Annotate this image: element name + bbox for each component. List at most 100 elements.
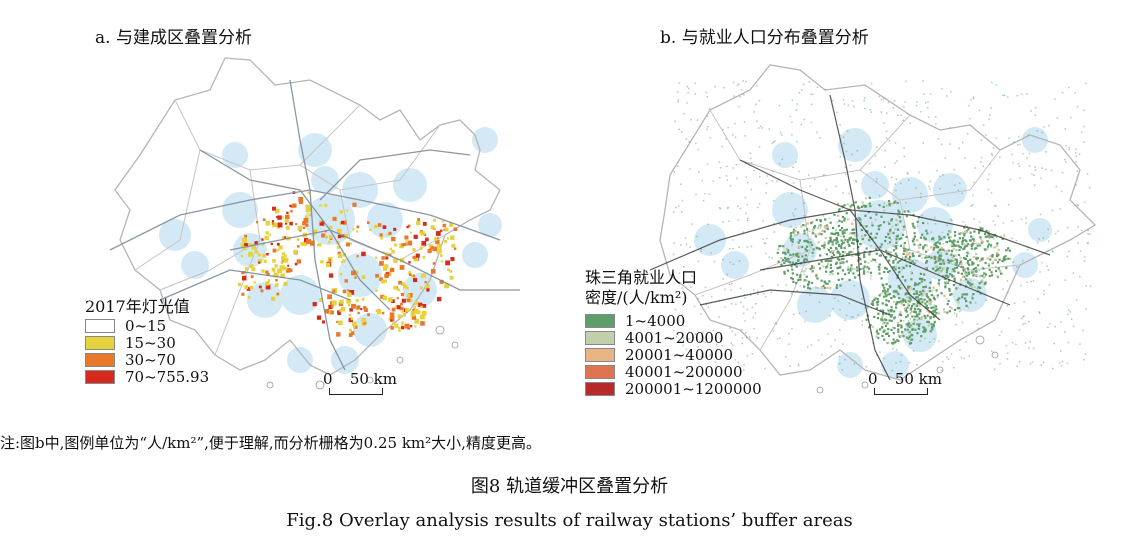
density-pixel	[746, 203, 748, 206]
light-pixel	[435, 231, 441, 236]
density-pixel	[870, 259, 873, 263]
density-pixel	[885, 332, 888, 335]
density-pixel	[846, 239, 849, 242]
density-pixel	[867, 307, 869, 309]
density-pixel	[906, 257, 909, 260]
light-pixel	[380, 236, 383, 240]
density-pixel	[966, 262, 969, 265]
buffer-zone	[280, 275, 320, 315]
density-pixel	[933, 310, 936, 314]
density-pixel	[864, 214, 867, 217]
density-pixel	[787, 251, 790, 254]
light-pixel	[389, 267, 395, 273]
buffer-zone	[462, 242, 488, 268]
density-pixel	[945, 240, 948, 244]
density-pixel	[977, 231, 981, 234]
density-pixel	[896, 339, 899, 342]
density-pixel	[868, 326, 871, 329]
density-pixel	[924, 328, 927, 331]
density-pixel	[768, 256, 770, 258]
density-pixel	[914, 282, 917, 285]
density-pixel	[783, 272, 786, 275]
light-pixel	[249, 285, 254, 290]
density-pixel	[896, 274, 899, 277]
density-pixel	[818, 301, 821, 303]
density-pixel	[912, 213, 915, 217]
density-pixel	[732, 247, 734, 250]
light-pixel	[290, 204, 294, 208]
density-pixel	[697, 298, 699, 300]
light-pixel	[361, 317, 366, 323]
light-pixel	[451, 243, 456, 248]
density-pixel	[890, 309, 893, 312]
density-pixel	[785, 258, 788, 261]
density-pixel	[840, 235, 842, 237]
light-pixel	[356, 225, 360, 229]
density-pixel	[926, 306, 930, 310]
density-pixel	[875, 248, 878, 251]
legend-label: 20001~40000	[625, 345, 734, 364]
density-pixel	[911, 254, 915, 257]
density-pixel	[771, 142, 774, 145]
density-pixel	[933, 309, 936, 312]
density-pixel	[893, 341, 896, 344]
density-pixel	[899, 287, 902, 290]
density-pixel	[933, 246, 936, 249]
density-pixel	[744, 297, 746, 299]
density-pixel	[965, 271, 968, 274]
density-pixel	[882, 289, 885, 293]
density-pixel	[1012, 261, 1014, 263]
density-pixel	[879, 246, 882, 249]
density-pixel	[979, 227, 982, 230]
density-pixel	[896, 276, 899, 279]
density-pixel	[929, 317, 932, 320]
density-pixel	[795, 233, 799, 237]
density-pixel	[953, 231, 957, 234]
density-pixel	[918, 246, 921, 249]
light-pixel	[342, 259, 346, 263]
buffer-zone	[233, 233, 267, 267]
density-pixel	[834, 339, 837, 341]
density-pixel	[861, 320, 864, 322]
light-pixel	[320, 260, 324, 264]
light-pixel	[391, 250, 395, 254]
density-pixel	[842, 343, 844, 345]
density-pixel	[938, 235, 941, 238]
light-pixel	[242, 246, 247, 250]
density-pixel	[808, 81, 811, 83]
density-pixel	[743, 293, 746, 296]
density-pixel	[961, 239, 964, 242]
density-pixel	[850, 264, 853, 267]
density-pixel	[894, 183, 896, 185]
density-pixel	[785, 284, 787, 286]
density-pixel	[892, 338, 895, 341]
density-pixel	[835, 228, 838, 232]
density-pixel	[853, 219, 855, 221]
density-pixel	[829, 271, 832, 274]
density-pixel	[882, 322, 885, 325]
density-pixel	[677, 99, 680, 101]
density-pixel	[1031, 173, 1033, 175]
density-pixel	[793, 313, 795, 315]
density-pixel	[794, 208, 797, 210]
density-pixel	[971, 261, 974, 264]
density-pixel	[965, 240, 968, 243]
density-pixel	[951, 241, 954, 244]
density-pixel	[829, 266, 832, 269]
light-pixel	[394, 243, 398, 247]
density-pixel	[919, 308, 922, 312]
density-pixel	[978, 221, 981, 223]
density-pixel	[1034, 107, 1037, 109]
density-pixel	[851, 254, 854, 257]
density-pixel	[936, 241, 939, 244]
density-pixel	[919, 236, 922, 239]
density-pixel	[925, 304, 928, 307]
density-pixel	[840, 246, 843, 249]
density-pixel	[790, 276, 793, 280]
density-pixel	[1032, 347, 1035, 350]
density-pixel	[960, 262, 963, 265]
density-pixel	[853, 105, 855, 108]
density-pixel	[721, 345, 723, 347]
density-pixel	[930, 327, 932, 330]
light-pixel	[263, 259, 267, 263]
